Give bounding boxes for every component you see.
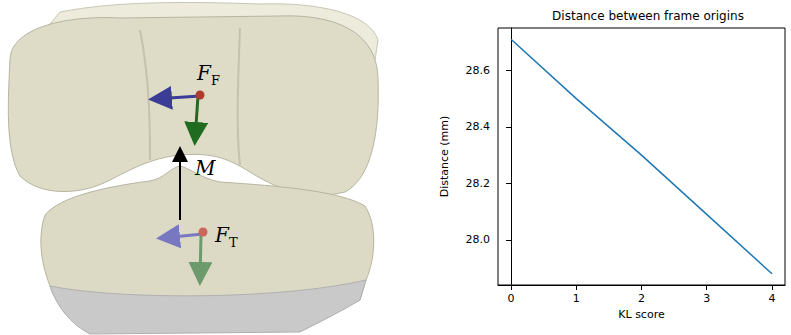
svg-text:28.4: 28.4: [466, 120, 491, 133]
svg-text:4: 4: [768, 292, 775, 305]
svg-text:3: 3: [703, 292, 710, 305]
svg-text:Distance (mm): Distance (mm): [438, 116, 451, 198]
svg-text:28.6: 28.6: [466, 64, 491, 77]
svg-text:FT: FT: [214, 223, 238, 250]
svg-text:28.0: 28.0: [466, 233, 491, 246]
svg-text:2: 2: [638, 292, 645, 305]
svg-text:0: 0: [508, 292, 515, 305]
svg-text:KL score: KL score: [618, 308, 665, 321]
svg-text:28.2: 28.2: [466, 177, 491, 190]
svg-text:Distance between frame origins: Distance between frame origins: [552, 9, 744, 23]
svg-text:M: M: [194, 156, 216, 180]
svg-text:1: 1: [573, 292, 580, 305]
svg-text:FF: FF: [196, 61, 220, 88]
